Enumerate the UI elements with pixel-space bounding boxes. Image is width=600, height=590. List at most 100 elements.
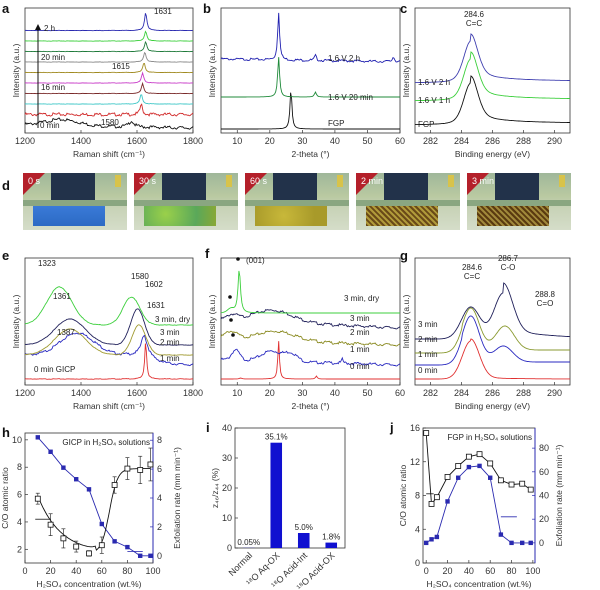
- time-arrow-head: [35, 24, 41, 30]
- peak-annotation-bond: C=O: [537, 299, 554, 308]
- x-tick-label: 286: [485, 388, 500, 398]
- plot-c: 282 284 286 288 290 Binding energy (eV) Intens…: [401, 7, 571, 159]
- y-axis-label: Intensity (a.u.): [11, 43, 21, 97]
- x-tick-label: 1400: [71, 136, 91, 146]
- series-line-2-min: [415, 307, 570, 354]
- data-point-exfoliation-rate: [488, 475, 493, 480]
- x-tick-label: 100: [145, 566, 160, 576]
- bar-18O-Acid-OX: [325, 542, 338, 548]
- x-tick-label: 284: [454, 388, 469, 398]
- y2-tick-label: 0: [539, 538, 544, 548]
- y2-tick-label: 40: [539, 491, 549, 501]
- x-axis-label: 2-theta (°): [292, 149, 330, 159]
- data-point-exfoliation-rate: [148, 553, 153, 558]
- series-label: 2 min: [350, 328, 370, 337]
- data-point-exfoliation-rate: [509, 540, 514, 546]
- data-point-exfoliation-rate: [86, 487, 92, 492]
- x-tick-label: 80: [507, 566, 517, 576]
- y-tick-label: 4: [17, 517, 22, 527]
- peak-annotation-001: (001): [246, 256, 265, 265]
- y-tick-label: 30: [222, 453, 232, 463]
- data-point-co-ratio: [34, 495, 41, 502]
- foil-bottom: [144, 206, 216, 226]
- x-axis-label: Raman shift (cm⁻¹): [73, 401, 145, 411]
- y2-tick-label: 80: [539, 443, 549, 453]
- series-line-1-min: [415, 315, 570, 366]
- peak-annotation-1631: 1631: [154, 7, 172, 16]
- series-label: 0 min GICP: [34, 365, 75, 374]
- data-point-exfoliation-rate: [445, 499, 450, 504]
- data-point-exfoliation-rate: [48, 449, 53, 454]
- x-tick-label: 30: [297, 136, 307, 146]
- foil-top: [495, 173, 539, 200]
- photo-frame: 2 min: [356, 173, 460, 230]
- x-tick-label: 10: [232, 388, 242, 398]
- series-line-1-min: [220, 348, 401, 367]
- x-tick-label: 286: [485, 136, 500, 146]
- y-axis-label: C/O atomic ratio: [398, 465, 408, 527]
- photo-frame: 60 s: [245, 173, 349, 230]
- data-point-co-ratio: [455, 463, 462, 469]
- y-axis-label: z₄₆/z₄₄ (%): [210, 468, 220, 508]
- foil-bottom: [366, 206, 438, 226]
- series-label: 3 min: [350, 314, 370, 323]
- x-tick-label: 20: [443, 566, 453, 576]
- series-label: 1.6 V 2 h: [328, 54, 360, 63]
- series-label: 16 min: [41, 83, 65, 92]
- peak-annotation-value: 284.6: [462, 263, 483, 272]
- series-line-3-min-dry: [24, 286, 194, 326]
- photo-timestamp: 0 s: [28, 176, 41, 186]
- data-point-exfoliation-rate: [477, 463, 482, 469]
- series-label: 20 min: [41, 53, 65, 62]
- data-point-exfoliation-rate: [138, 553, 143, 558]
- holder-bar: [467, 200, 571, 206]
- data-point-co-ratio: [60, 535, 67, 542]
- foil-top: [273, 173, 317, 200]
- clip: [337, 175, 343, 187]
- data-point-co-ratio: [98, 542, 105, 549]
- photo-timestamp: 3 min: [472, 176, 495, 186]
- y-tick-label: 40: [222, 423, 232, 433]
- panel-label-j: j: [389, 420, 394, 435]
- x-axis-label: Binding energy (eV): [455, 401, 530, 411]
- panel-label-a: a: [2, 1, 10, 16]
- peak-marker-dot: [231, 333, 235, 337]
- x-tick-label: 60: [395, 136, 405, 146]
- data-point-co-ratio: [476, 451, 483, 458]
- data-point-exfoliation-rate: [429, 537, 434, 542]
- series-label: 1.6 V 2 h: [418, 78, 450, 87]
- x-tick-label: 0: [424, 566, 429, 576]
- x-tick-label: 60: [97, 566, 107, 576]
- y-tick-label: 12: [410, 457, 420, 467]
- series-label: 2 min: [160, 338, 180, 347]
- photo-frame: 3 min: [467, 173, 571, 230]
- data-point-exfoliation-rate: [112, 539, 117, 544]
- peak-annotation-1323: 1323: [38, 259, 56, 268]
- foil-top: [384, 173, 428, 200]
- x-tick-label: 50: [362, 136, 372, 146]
- plot-frame: [234, 427, 346, 549]
- data-point-co-ratio: [508, 481, 515, 488]
- peak-annotation-1361: 1361: [53, 292, 71, 301]
- data-point-co-ratio: [47, 521, 54, 528]
- x-tick-label: 1800: [183, 136, 203, 146]
- x-tick-label: 20: [46, 566, 56, 576]
- series-label: 3 min: [160, 328, 180, 337]
- plot-e: 1200 1400 1600 1800 Raman shift (cm⁻¹) Intens…: [11, 257, 203, 411]
- y2-tick-label: 4: [157, 493, 162, 503]
- foil-bottom: [477, 206, 549, 226]
- series-line-trace-8: [24, 30, 194, 42]
- y-axis-label: Intensity (a.u.): [11, 294, 21, 348]
- data-point-co-ratio: [137, 467, 144, 473]
- x-tick-label: 60: [395, 388, 405, 398]
- plot-frame: [24, 257, 194, 386]
- y2-axis-label: Exfoliation rate (mm min⁻¹): [554, 444, 564, 546]
- peak-annotation-1387: 1387: [57, 328, 75, 337]
- data-point-co-ratio: [428, 501, 435, 507]
- series-line-20-min: [24, 40, 194, 53]
- peak-annotation-bond: C-O: [501, 263, 516, 272]
- y-axis-label: Intensity (a.u.): [207, 294, 217, 348]
- bar-value-label: 35.1%: [265, 433, 288, 442]
- x-tick-label: 1800: [183, 388, 203, 398]
- series-line-FGP: [221, 92, 400, 130]
